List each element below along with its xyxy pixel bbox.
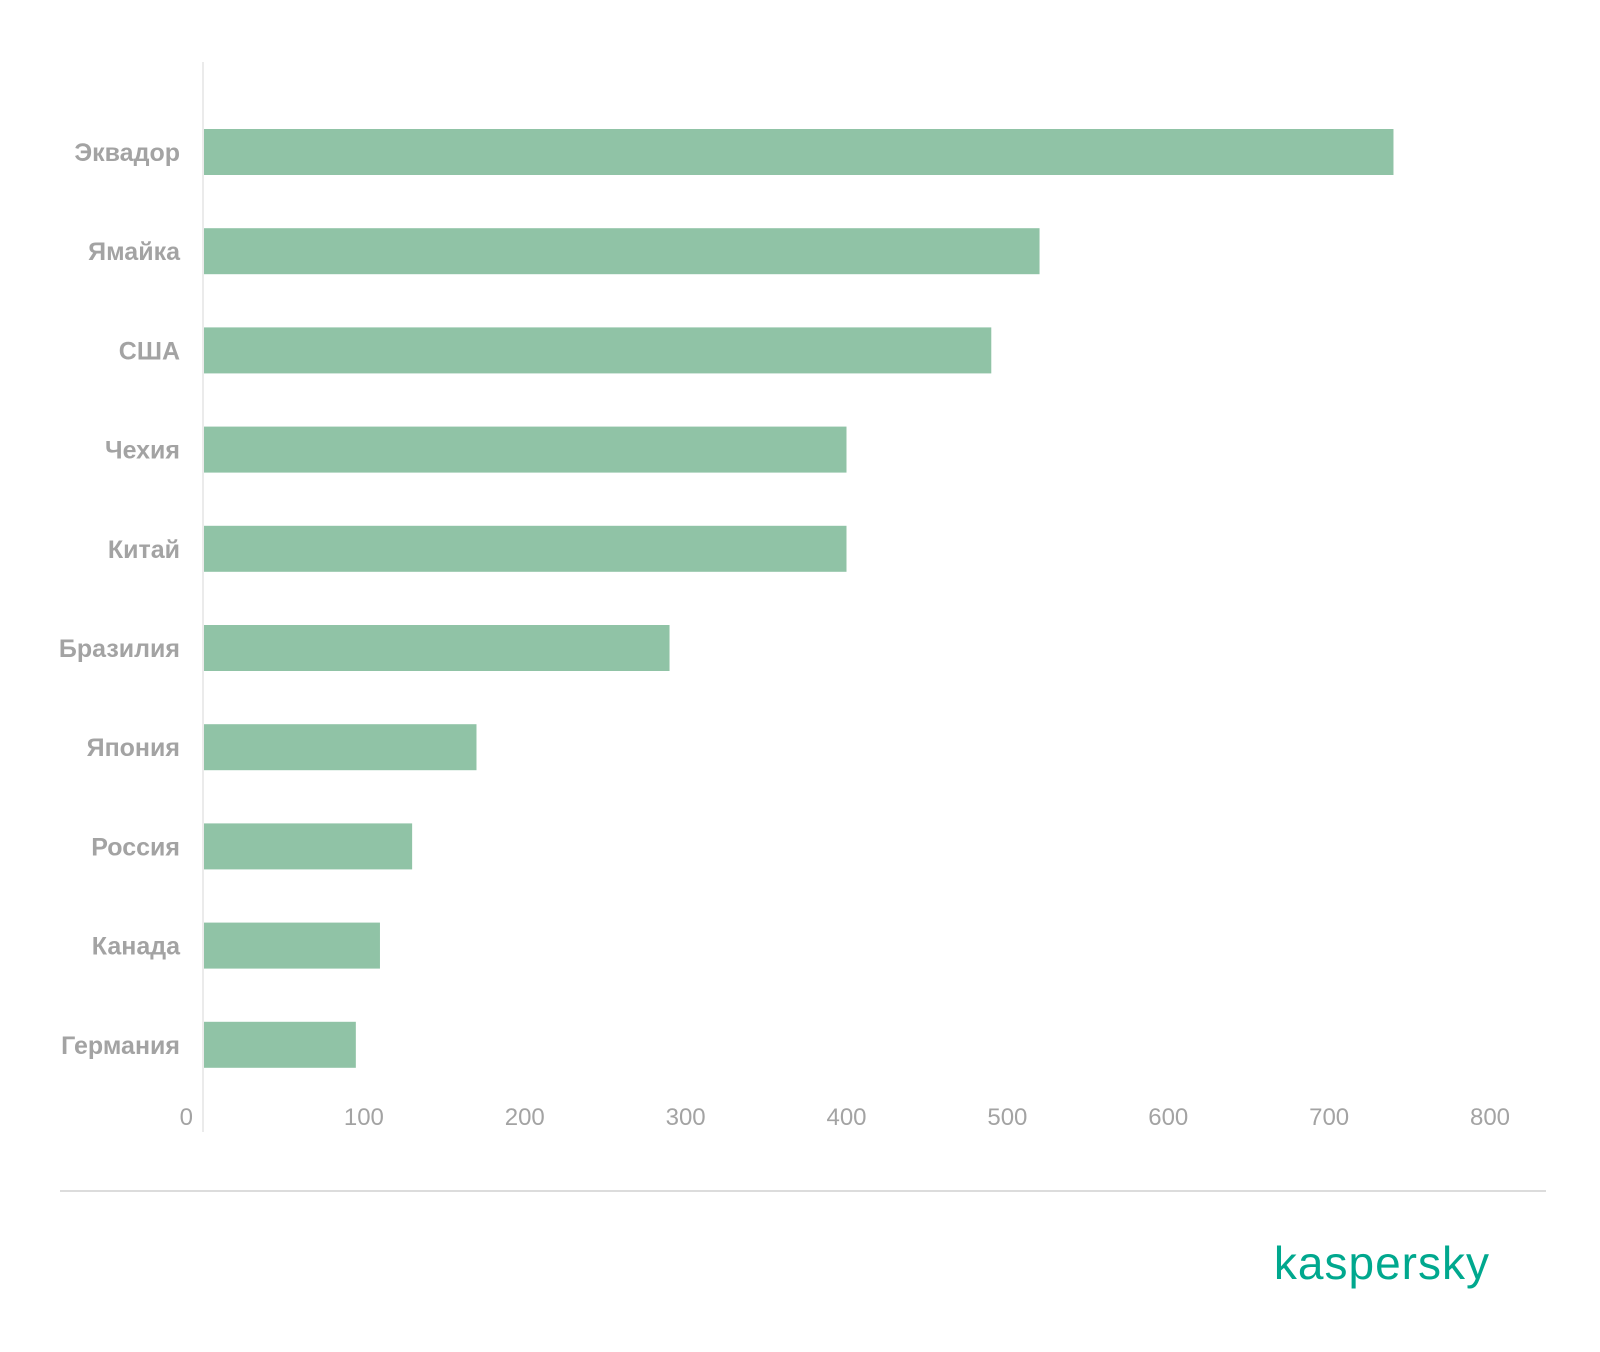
x-tick-label: 100: [344, 1104, 384, 1131]
category-label: Эквадор: [74, 139, 180, 167]
bar-chart: Эквадор Ямайка США Чехия Китай Бразилия Япония…: [59, 62, 1510, 1132]
bar-7: [203, 823, 413, 870]
category-label: Бразилия: [59, 635, 180, 663]
bar-9: [203, 1021, 356, 1068]
category-label: Япония: [87, 734, 180, 762]
category-label: Китай: [108, 536, 180, 564]
bar-6: [203, 724, 477, 771]
category-label: Канада: [92, 933, 181, 961]
x-tick-label: 300: [666, 1104, 706, 1131]
x-tick-label: 800: [1470, 1104, 1510, 1131]
x-tick-label: 700: [1309, 1104, 1349, 1131]
bar-2: [203, 327, 992, 374]
x-tick-label: 200: [505, 1104, 545, 1131]
x-tick-label: 0: [180, 1104, 193, 1131]
x-tick-label: 600: [1148, 1104, 1188, 1131]
category-label: США: [119, 337, 180, 365]
category-label: Германия: [61, 1032, 180, 1060]
x-tick-label: 400: [826, 1104, 866, 1131]
category-label: Россия: [91, 833, 180, 861]
bars-group: [203, 129, 1394, 1068]
category-label: Ямайка: [88, 238, 181, 266]
bar-1: [203, 228, 1040, 275]
category-labels: Эквадор Ямайка США Чехия Китай Бразилия Япония…: [59, 139, 181, 1060]
bar-4: [203, 525, 847, 572]
bar-8: [203, 922, 380, 969]
x-tick-label: 500: [987, 1104, 1027, 1131]
kaspersky-logo: kaspersky: [1273, 1237, 1490, 1289]
bar-0: [203, 129, 1394, 175]
x-tick-labels: 0 100 200 300 400 500 600 700 800: [180, 1104, 1510, 1131]
bar-3: [203, 426, 847, 473]
footer-divider: [60, 1190, 1546, 1192]
category-label: Чехия: [105, 437, 180, 465]
bar-5: [203, 625, 670, 671]
